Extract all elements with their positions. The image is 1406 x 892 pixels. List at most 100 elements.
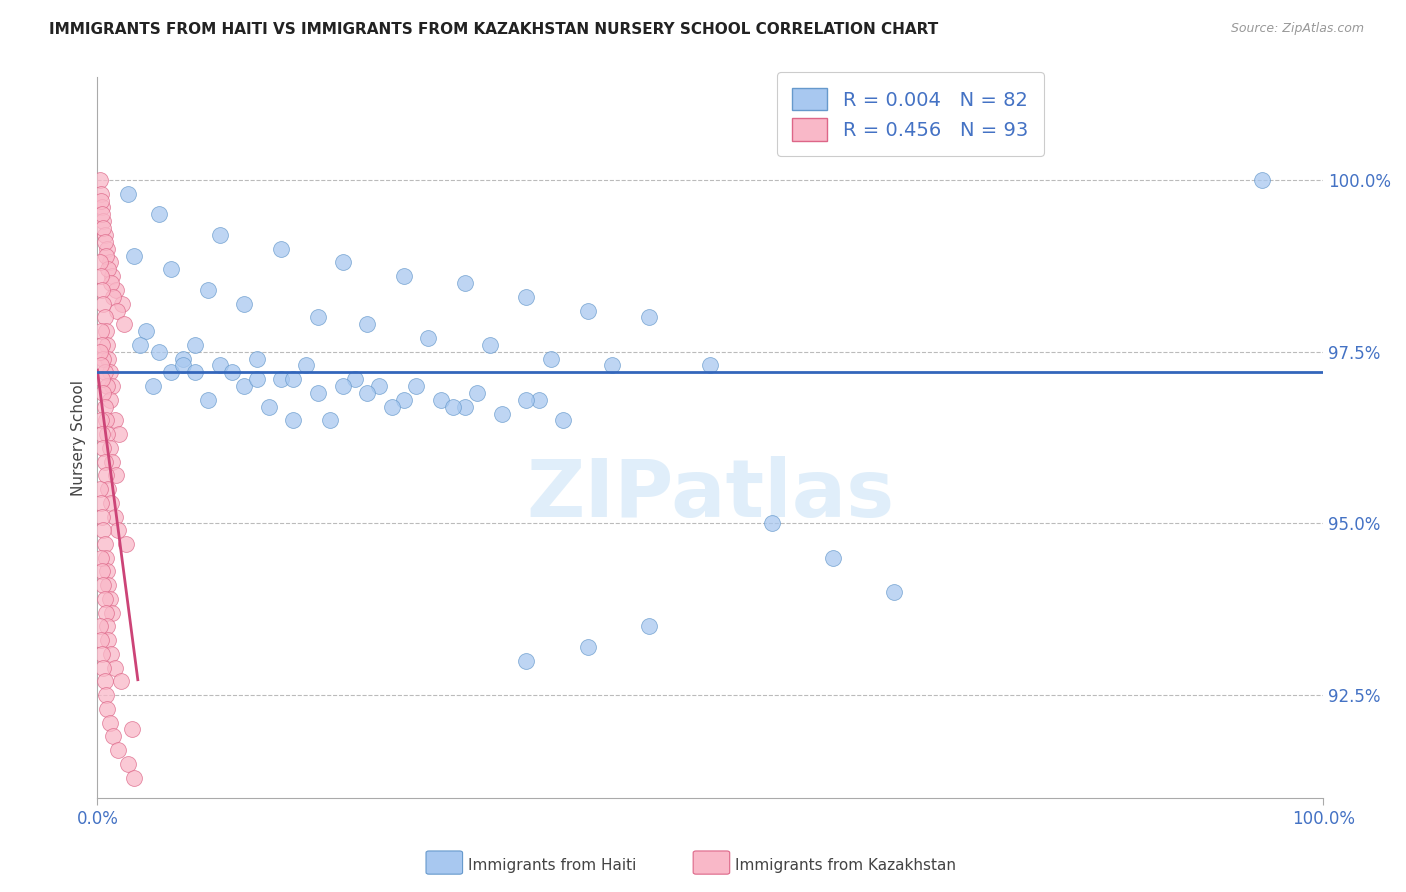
Point [821,550,844,565]
Point [91,338,114,352]
Point [491,407,513,421]
Point [129,338,152,352]
Point [90,413,112,427]
Point [97,633,120,648]
Point [332,379,354,393]
Point [114,537,136,551]
Point [103,660,125,674]
Point [699,359,721,373]
Point [107,523,129,537]
Point [208,227,231,242]
Point [429,392,451,407]
Point [91,201,114,215]
Point [94,606,117,620]
Point [148,207,170,221]
Point [90,496,112,510]
Point [98,255,121,269]
Point [122,771,145,785]
Point [307,385,329,400]
Point [91,283,114,297]
Point [94,249,117,263]
Point [283,372,305,386]
Point [90,550,112,565]
Point [148,344,170,359]
Point [184,365,207,379]
Point [356,318,378,332]
Point [93,400,115,414]
Point [90,324,112,338]
Point [600,359,623,373]
Point [107,743,129,757]
Point [208,359,231,373]
Point [515,392,537,407]
Point [883,585,905,599]
Point [93,296,115,310]
Point [441,400,464,414]
Point [91,207,114,221]
Point [515,654,537,668]
Point [270,372,292,386]
Point [122,249,145,263]
Point [90,194,112,208]
Point [96,565,118,579]
Point [97,351,120,366]
Point [94,468,117,483]
Point [93,221,115,235]
Point [638,310,661,325]
Text: Source: ZipAtlas.com: Source: ZipAtlas.com [1230,22,1364,36]
Point [135,324,157,338]
Point [98,365,121,379]
Point [454,276,477,290]
Point [89,173,111,187]
Point [97,262,120,277]
Point [89,619,111,633]
Point [104,468,127,483]
Point [141,379,163,393]
Point [101,269,124,284]
Point [103,413,125,427]
Point [553,413,575,427]
Point [90,359,112,373]
Point [418,331,440,345]
Point [93,578,115,592]
Point [90,186,112,201]
Point [101,606,124,620]
Point [117,186,139,201]
Legend: R = 0.004   N = 82, R = 0.456   N = 93: R = 0.004 N = 82, R = 0.456 N = 93 [778,72,1043,156]
Point [93,441,115,455]
Text: ZIPatlas: ZIPatlas [526,456,894,534]
Point [111,296,134,310]
Point [101,379,124,393]
Point [160,365,183,379]
Point [90,269,112,284]
Point [100,276,122,290]
Point [121,723,143,737]
Point [91,509,114,524]
Point [104,283,127,297]
Point [233,296,256,310]
Point [638,619,661,633]
Point [270,242,292,256]
Point [197,283,219,297]
Point [96,242,118,256]
Point [89,482,111,496]
Point [172,359,194,373]
Point [332,255,354,269]
Point [368,379,391,393]
Text: Immigrants from Haiti: Immigrants from Haiti [468,858,637,872]
Point [103,290,125,304]
Point [98,591,121,606]
Point [405,379,427,393]
Point [515,290,537,304]
Point [96,379,118,393]
Text: Immigrants from Kazakhstan: Immigrants from Kazakhstan [735,858,956,872]
Point [98,715,121,730]
Point [454,400,477,414]
Point [94,550,117,565]
Point [90,633,112,648]
Point [576,303,599,318]
Point [1250,173,1272,187]
Point [93,365,115,379]
Point [184,338,207,352]
Point [356,385,378,400]
